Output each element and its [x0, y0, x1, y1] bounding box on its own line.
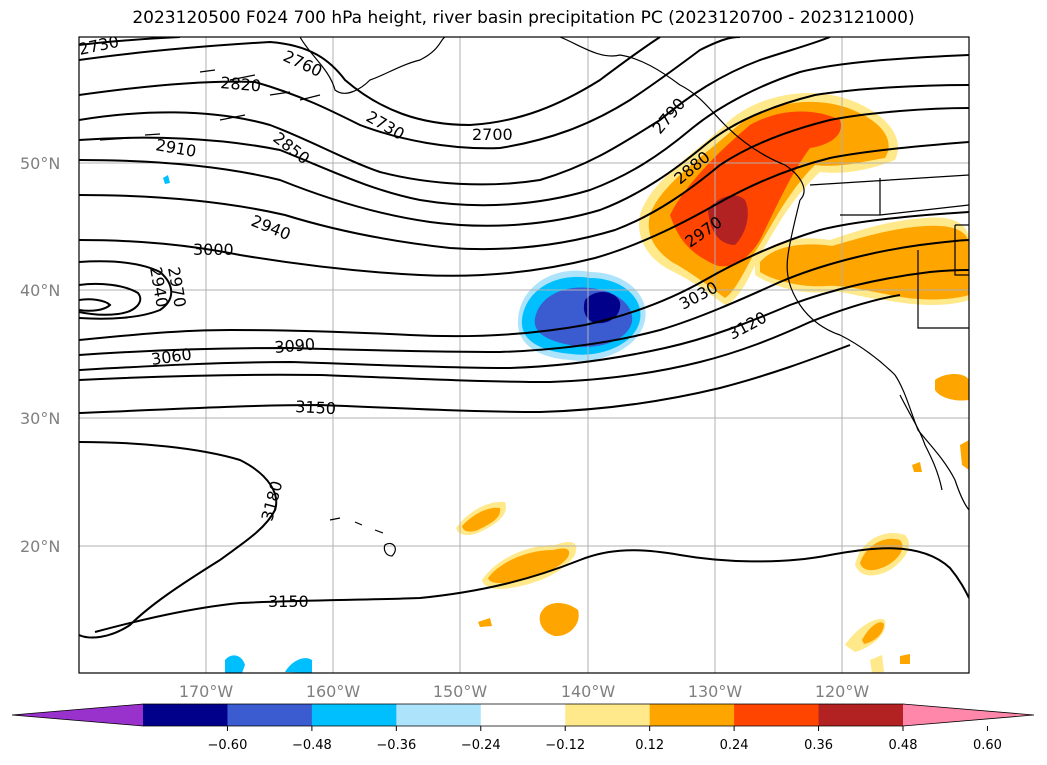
lon-label-160w: 160°W — [306, 682, 361, 701]
precip-negative-anomaly — [163, 175, 646, 673]
colorbar-tick-label: −0.60 — [208, 738, 248, 753]
coastlines — [99, 37, 969, 557]
graticule — [79, 37, 969, 673]
colorbar-extend-low — [12, 704, 143, 726]
colorbar-segment — [143, 704, 228, 726]
lat-label-20n: 20°N — [20, 537, 60, 556]
colorbar-tick-label: 0.36 — [804, 738, 833, 753]
colorbar-segment — [818, 704, 904, 726]
contour-label: 2700 — [472, 125, 513, 144]
lon-label-120w: 120°W — [815, 682, 870, 701]
colorbar-segment — [565, 704, 651, 726]
contour-label: 3000 — [193, 240, 234, 259]
lon-label-140w: 140°W — [561, 682, 616, 701]
map-title: 2023120500 F024 700 hPa height, river ba… — [132, 8, 915, 28]
latitude-labels: 50°N 40°N 30°N 20°N — [20, 154, 60, 556]
lon-label-170w: 170°W — [179, 682, 234, 701]
lat-label-50n: 50°N — [20, 154, 60, 173]
colorbar-tick-label: −0.12 — [545, 738, 585, 753]
colorbar-segment — [227, 704, 313, 726]
contour-label: 2820 — [220, 73, 262, 95]
contour-label: 3150 — [268, 592, 309, 611]
colorbar-tick-label: 0.60 — [973, 738, 1002, 753]
colorbar-tick-label: 0.48 — [889, 738, 918, 753]
lat-label-30n: 30°N — [20, 409, 60, 428]
colorbar-extend-high — [903, 704, 1034, 726]
colorbar-tick-label: 0.24 — [720, 738, 749, 753]
colorbar: −0.60 −0.48 −0.36 −0.24 −0.12 0.12 0.24 0.36 0.4… — [11, 703, 1035, 753]
colorbar-segment — [480, 704, 566, 726]
colorbar-tick-label: 0.12 — [635, 738, 664, 753]
lon-label-150w: 150°W — [433, 682, 488, 701]
map-plot-area: 2730 2760 2820 2910 2730 2850 2700 2790 … — [79, 37, 969, 673]
longitude-labels: 170°W 160°W 150°W 140°W 130°W 120°W — [179, 682, 870, 701]
lat-label-40n: 40°N — [20, 281, 60, 300]
plot-frame — [78, 36, 970, 674]
colorbar-tick-label: −0.48 — [292, 738, 332, 753]
lon-label-130w: 130°W — [688, 682, 743, 701]
colorbar-tick-label: −0.36 — [376, 738, 416, 753]
colorbar-tick-label: −0.24 — [461, 738, 501, 753]
contour-label: 3150 — [295, 397, 337, 418]
colorbar-segment — [734, 704, 820, 726]
colorbar-segment — [396, 704, 482, 726]
contour-labels: 2730 2760 2820 2910 2730 2850 2700 2790 … — [79, 37, 770, 611]
height-contours — [79, 37, 969, 639]
colorbar-segment — [649, 704, 735, 726]
colorbar-segment — [311, 704, 397, 726]
contour-label: 3090 — [274, 335, 316, 357]
